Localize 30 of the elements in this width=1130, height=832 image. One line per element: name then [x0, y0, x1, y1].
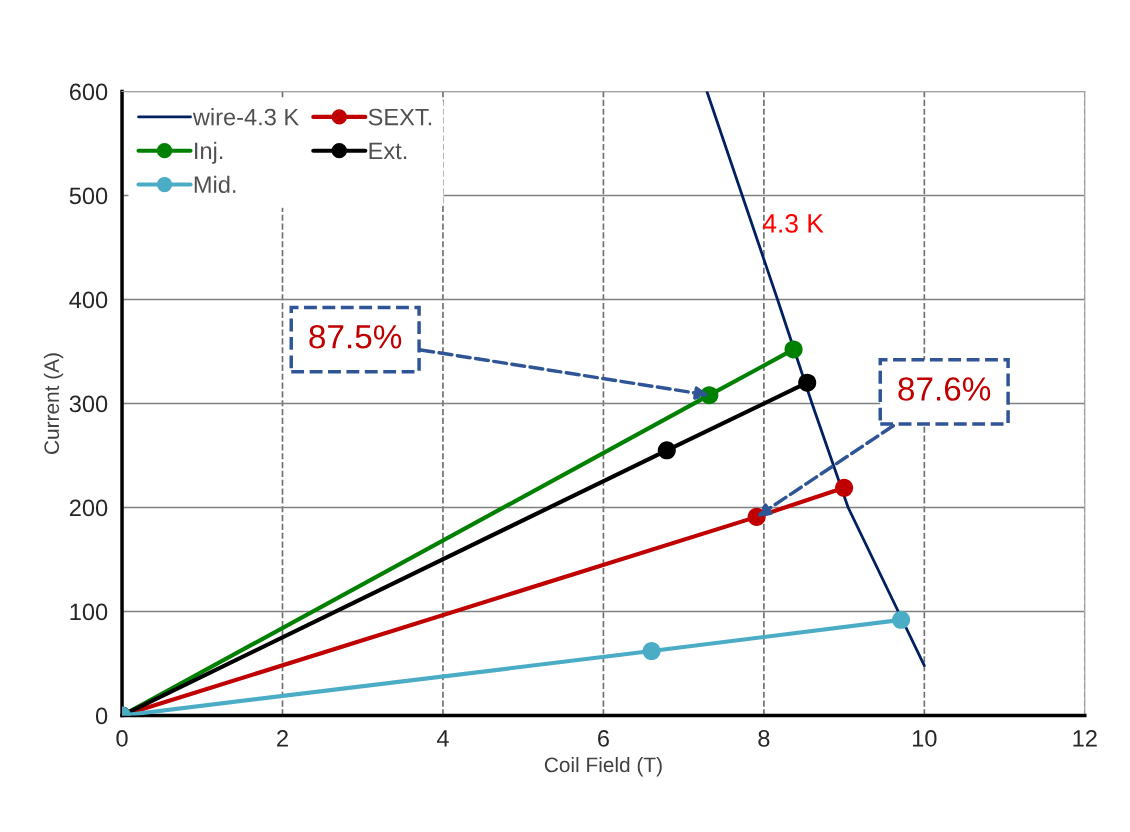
x-tick-label: 12: [1073, 730, 1097, 747]
x-axis-title: Coil Field (T): [544, 756, 662, 777]
legend-label: Ext.: [369, 142, 407, 160]
y-tick-label: 400: [69, 291, 108, 309]
y-tick-label: 100: [70, 603, 108, 621]
y-tick-label: 300: [69, 395, 108, 413]
y-tick-label: 0: [95, 707, 108, 725]
annotation: 87.5%: [309, 324, 402, 349]
legend-label: wire-4.3 K: [192, 108, 299, 126]
x-tick-label: 2: [277, 730, 288, 747]
y-axis-title: Current (A): [43, 353, 64, 454]
point: [642, 642, 661, 661]
point: [784, 340, 803, 359]
x-tick-label: 4: [436, 730, 449, 747]
legend-label: SEXT.: [368, 108, 432, 126]
point: [798, 373, 817, 392]
point: [835, 478, 854, 497]
legend-label: Inj.: [195, 141, 223, 164]
y-tick-label: 200: [69, 499, 108, 517]
x-tick-label: 8: [758, 730, 770, 747]
y-tick-label: 600: [69, 83, 108, 101]
annotation: 4.3 K: [762, 214, 824, 233]
x-tick-label: 0: [116, 730, 128, 747]
x-tick-label: 6: [598, 730, 609, 747]
point: [657, 441, 676, 460]
annotation: 87.6%: [898, 377, 991, 401]
point: [892, 610, 911, 629]
y-tick-label: 500: [69, 187, 108, 205]
x-tick-label: 10: [913, 730, 937, 747]
legend-label: Mid.: [194, 175, 236, 194]
